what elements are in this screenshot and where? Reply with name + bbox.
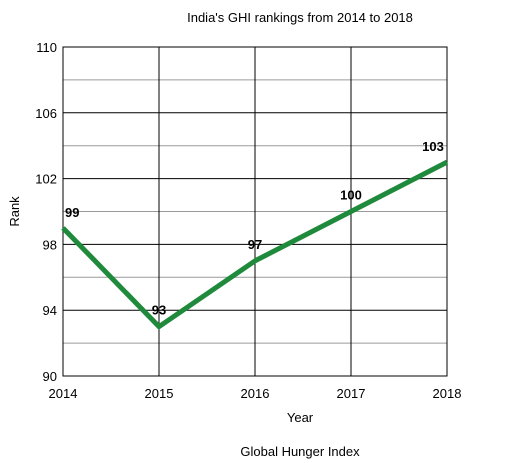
x-axis-ticks: 2014 2015 2016 2017 2018 — [49, 386, 462, 401]
data-label: 99 — [65, 205, 79, 220]
y-tick-label: 102 — [35, 172, 57, 187]
y-tick-label: 106 — [35, 106, 57, 121]
data-label: 100 — [340, 188, 362, 203]
data-label: 97 — [248, 237, 262, 252]
y-axis-label: Rank — [7, 196, 22, 227]
series-line — [61, 159, 449, 330]
x-tick-label: 2016 — [241, 386, 270, 401]
chart-footer: Global Hunger Index — [240, 444, 360, 459]
y-tick-label: 98 — [43, 237, 57, 252]
series-layer — [61, 159, 449, 330]
chart-title: India's GHI rankings from 2014 to 2018 — [187, 10, 413, 25]
plot-frame — [62, 46, 448, 377]
y-tick-label: 94 — [43, 303, 57, 318]
x-tick-label: 2014 — [49, 386, 78, 401]
data-label: 93 — [152, 303, 166, 318]
data-label: 103 — [422, 139, 444, 154]
x-tick-label: 2015 — [145, 386, 174, 401]
x-tick-label: 2017 — [337, 386, 366, 401]
y-tick-label: 90 — [43, 369, 57, 384]
x-tick-label: 2018 — [433, 386, 462, 401]
x-axis-label: Year — [287, 410, 314, 425]
y-tick-label: 110 — [36, 40, 57, 55]
data-labels: 99 93 97 100 103 — [65, 139, 444, 318]
y-axis-ticks: 90 94 98 102 106 110 — [35, 40, 57, 384]
grid — [62, 46, 448, 377]
